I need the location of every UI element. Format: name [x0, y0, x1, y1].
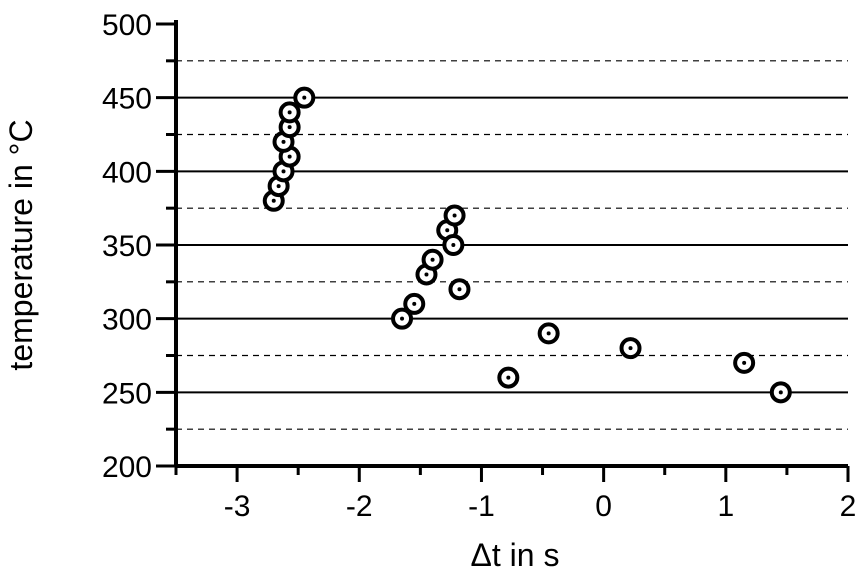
x-tick-label: -3	[224, 490, 251, 523]
data-point-center	[302, 95, 307, 100]
x-axis-label: Δt in s	[471, 537, 560, 573]
tick-labels: 200 250 300 350 400 450 500 -3 -2 -1 0 1 2	[102, 9, 856, 523]
y-tick-label: 250	[102, 377, 152, 410]
data-point-center	[628, 346, 633, 351]
data-point-center	[506, 375, 511, 380]
x-tick-label: 2	[840, 490, 857, 523]
data-point-center	[287, 125, 292, 130]
data-point	[448, 278, 471, 301]
data-point-center	[281, 169, 286, 174]
data-point-center	[400, 316, 405, 321]
data-point-center	[412, 301, 417, 306]
data-point-center	[281, 139, 286, 144]
y-tick-label: 350	[102, 230, 152, 263]
y-tick-label: 200	[102, 451, 152, 484]
data-point	[391, 307, 414, 330]
x-tick-label: -2	[346, 490, 373, 523]
data-points	[262, 86, 792, 404]
x-tick-label: 0	[595, 490, 612, 523]
data-point	[421, 248, 444, 271]
x-tick-label: -1	[468, 490, 495, 523]
data-point-center	[742, 360, 747, 365]
axes	[174, 20, 848, 468]
data-point	[769, 381, 792, 404]
data-point	[443, 204, 466, 227]
data-point	[537, 322, 560, 345]
y-tick-label: 300	[102, 304, 152, 337]
y-axis-label: temperature in °C	[3, 119, 39, 370]
y-tick-label: 400	[102, 156, 152, 189]
data-point-center	[276, 184, 281, 189]
data-point-center	[457, 287, 462, 292]
data-point	[733, 351, 756, 374]
data-point-center	[451, 243, 456, 247]
data-point	[619, 337, 642, 360]
y-tick-label: 500	[102, 9, 152, 42]
data-point-center	[424, 272, 429, 277]
data-point-center	[287, 110, 292, 115]
data-point	[442, 234, 465, 256]
tick-marks	[156, 22, 850, 482]
data-point-center	[546, 331, 551, 336]
data-point-center	[271, 198, 276, 203]
data-point	[278, 101, 301, 124]
data-point-center	[430, 257, 435, 262]
data-point	[403, 292, 426, 315]
data-point	[497, 366, 520, 389]
x-tick-label: 1	[717, 490, 734, 523]
data-point-center	[445, 228, 450, 233]
data-point-center	[778, 390, 783, 395]
data-point-center	[287, 154, 292, 159]
data-point	[293, 86, 316, 109]
data-point-center	[452, 213, 457, 218]
y-tick-label: 450	[102, 83, 152, 116]
